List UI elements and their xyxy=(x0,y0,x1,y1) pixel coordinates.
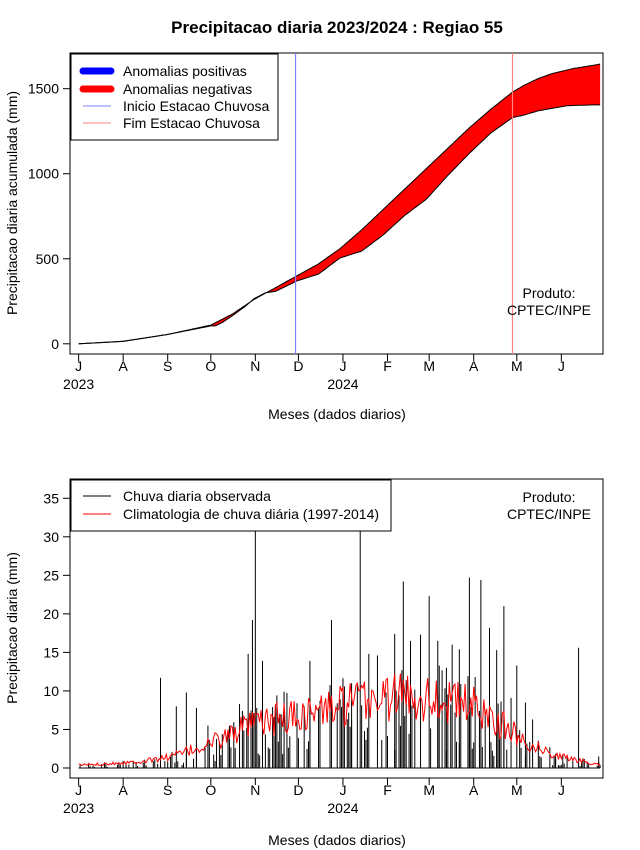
product-label-top: Produto: xyxy=(523,285,576,301)
bottom-ytick-label: 5 xyxy=(51,721,59,737)
legend-top: Anomalias positivas Anomalias negativas … xyxy=(70,53,279,141)
legend-label-start: Inicio Estacao Chuvosa xyxy=(123,98,270,114)
observed-cumulative-line xyxy=(78,104,601,345)
x-axis-label-top: Meses (dados diarios) xyxy=(268,406,406,422)
top-year-label: 2024 xyxy=(327,376,358,392)
top-ytick-label: 1500 xyxy=(28,81,59,97)
top-xtick-label: S xyxy=(163,358,172,374)
bottom-xtick-label: N xyxy=(250,782,260,798)
legend-bottom: Chuva diaria observada Climatologia de c… xyxy=(70,479,392,532)
bottom-xtick-label: J xyxy=(339,782,346,798)
top-ytick-label: 1000 xyxy=(28,166,59,182)
bottom-xtick-label: O xyxy=(205,782,216,798)
bottom-ytick-label: 15 xyxy=(43,644,59,660)
bottom-ytick-label: 20 xyxy=(43,606,59,622)
product-label-bottom: Produto: xyxy=(523,489,576,505)
product-org-top: CPTEC/INPE xyxy=(507,302,591,318)
daily-panel: 0 5 10 15 20 25 30 35 J A S O N D J F M A M J 2023 2024 Prec… xyxy=(4,478,604,848)
top-xtick-label: M xyxy=(423,358,435,374)
top-xtick-label: N xyxy=(250,358,260,374)
cumulative-panel: 0 500 1000 1500 J A S O N D J F M A M J 2023 2024 Precip… xyxy=(4,52,604,422)
bottom-year-label: 2023 xyxy=(63,800,94,816)
chart-title: Precipitacao diaria 2023/2024 : Regiao 5… xyxy=(171,18,503,37)
plot-frame-bottom xyxy=(69,478,604,779)
legend-box-top xyxy=(70,53,279,141)
y-axis-label-bottom: Precipitacao diaria (mm) xyxy=(4,552,20,704)
top-year-label: 2023 xyxy=(63,376,94,392)
legend-label-end: Fim Estacao Chuvosa xyxy=(123,115,260,131)
bottom-ytick-label: 10 xyxy=(43,683,59,699)
bottom-xtick-label: D xyxy=(293,782,303,798)
x-axis-label-bottom: Meses (dados diarios) xyxy=(268,832,406,848)
top-xtick-label: F xyxy=(383,358,392,374)
bottom-xtick-label: M xyxy=(423,782,435,798)
top-ytick-label: 500 xyxy=(36,251,60,267)
legend-label-climatology: Climatologia de chuva diária (1997-2014) xyxy=(123,506,379,522)
top-xtick-label: J xyxy=(558,358,565,374)
bottom-xtick-label: J xyxy=(75,782,82,798)
bottom-year-label: 2024 xyxy=(327,800,358,816)
legend-box-bottom xyxy=(70,479,392,532)
negative-anomaly-area xyxy=(266,64,601,293)
legend-label-negative: Anomalias negativas xyxy=(123,81,252,97)
bottom-xtick-label: A xyxy=(118,782,128,798)
bottom-xtick-label: M xyxy=(511,782,523,798)
bottom-xtick-label: S xyxy=(163,782,172,798)
top-xtick-label: J xyxy=(75,358,82,374)
top-xtick-label: A xyxy=(469,358,479,374)
climatology-daily-line xyxy=(78,673,601,767)
y-axis-label-top: Precipitacao diaria acumulada (mm) xyxy=(4,91,20,315)
top-xtick-label: J xyxy=(339,358,346,374)
top-xtick-label: D xyxy=(293,358,303,374)
bottom-xtick-label: A xyxy=(469,782,479,798)
bottom-xtick-label: J xyxy=(558,782,565,798)
legend-label-observed: Chuva diaria observada xyxy=(123,488,271,504)
negative-anomaly-area xyxy=(173,303,249,334)
legend-label-positive: Anomalias positivas xyxy=(123,63,247,79)
top-xtick-label: A xyxy=(118,358,128,374)
product-org-bottom: CPTEC/INPE xyxy=(507,506,591,522)
bottom-ytick-label: 0 xyxy=(51,760,59,776)
bottom-ytick-label: 35 xyxy=(43,490,59,506)
top-ytick-label: 0 xyxy=(51,336,59,352)
bottom-ytick-label: 25 xyxy=(43,567,59,583)
top-xtick-label: O xyxy=(205,358,216,374)
top-xtick-label: M xyxy=(511,358,523,374)
bottom-ytick-label: 30 xyxy=(43,529,59,545)
bottom-xtick-label: F xyxy=(383,782,392,798)
plot-frame-top xyxy=(69,52,604,355)
